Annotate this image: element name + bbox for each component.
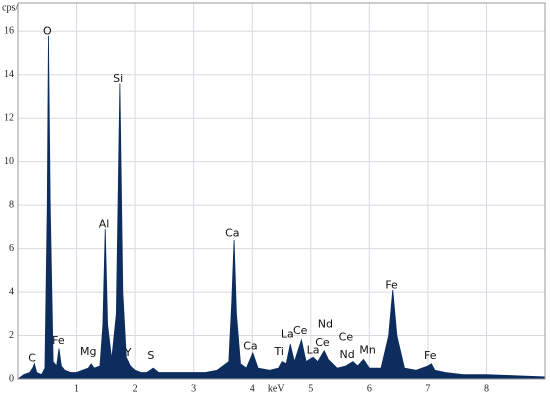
y-tick-label: 0 xyxy=(9,373,14,384)
x-tick-label: 7 xyxy=(425,383,430,394)
x-tick-label: 2 xyxy=(133,383,138,394)
peak-label: Ca xyxy=(225,226,239,239)
y-axis-label: cps/eV xyxy=(2,2,31,13)
peak-label: Mg xyxy=(80,345,96,358)
y-tick-label: 4 xyxy=(9,286,14,297)
y-tick-label: 12 xyxy=(4,112,14,123)
x-tick-label: 4 xyxy=(250,383,255,394)
peak-label: Y xyxy=(124,346,132,359)
peak-label: Fe xyxy=(385,279,398,292)
peak-label: La xyxy=(281,327,294,340)
peak-label: C xyxy=(28,351,36,364)
peak-label: Nd xyxy=(339,348,354,361)
peak-label: Al xyxy=(99,218,110,231)
peak-label: S xyxy=(147,349,154,362)
x-tick-label: 1 xyxy=(74,383,79,394)
x-tick-label: 6 xyxy=(367,383,372,394)
y-tick-label: 14 xyxy=(4,69,14,80)
peak-label: Nd xyxy=(318,318,333,331)
y-tick-label: 10 xyxy=(4,156,14,167)
peak-label: La xyxy=(307,344,320,357)
x-tick-label: 8 xyxy=(484,383,489,394)
x-axis-label: keV xyxy=(268,383,285,394)
peak-label: O xyxy=(43,24,52,37)
peak-label: Fe xyxy=(424,349,437,362)
peak-label: Mn xyxy=(359,344,375,357)
y-tick-label: 2 xyxy=(9,330,14,341)
peak-label: Ce xyxy=(339,331,354,344)
peak-label: Si xyxy=(113,72,123,85)
peak-label: Fe xyxy=(52,334,65,347)
y-tick-label: 6 xyxy=(9,243,14,254)
peak-label: Ce xyxy=(315,336,330,349)
y-tick-label: 8 xyxy=(9,199,14,210)
x-tick-label: 5 xyxy=(308,383,313,394)
y-tick-label: 16 xyxy=(4,26,14,37)
peak-label: Ce xyxy=(293,324,308,337)
plot-frame xyxy=(17,2,546,380)
peak-label: Ca xyxy=(243,339,257,352)
plot-area xyxy=(17,2,546,380)
peak-label: Ti xyxy=(273,345,283,358)
spectrum-area xyxy=(16,35,546,380)
x-tick-label: 3 xyxy=(191,383,196,394)
